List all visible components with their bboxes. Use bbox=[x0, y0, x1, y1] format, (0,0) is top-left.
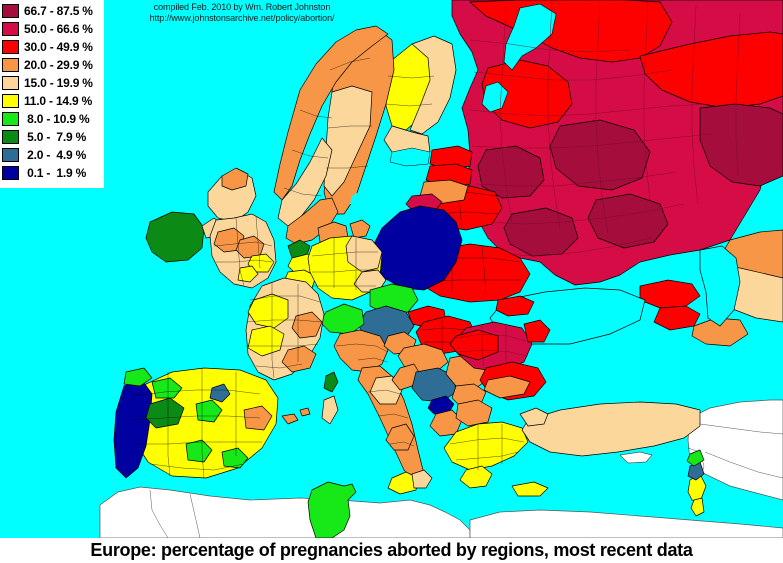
region-spain-andalusia-w[interactable] bbox=[185, 439, 213, 463]
europe-choropleth-svg[interactable]: .ld { stroke:#000; stroke-width:0.7; str… bbox=[0, 0, 783, 538]
region-north-macedonia[interactable] bbox=[455, 399, 493, 427]
region-turkey[interactable] bbox=[521, 401, 701, 457]
region-moldova[interactable] bbox=[523, 319, 551, 343]
white-sea bbox=[503, 3, 557, 71]
map-caption: Europe: percentage of pregnancies aborte… bbox=[90, 540, 693, 560]
legend-swatch-icon bbox=[2, 40, 19, 54]
legend-item-0[interactable]: 66.7 - 87.5 % bbox=[0, 2, 104, 20]
legend-item-label: 20.0 - 29.9 % bbox=[24, 58, 93, 72]
region-spain-andalusia-e[interactable] bbox=[221, 447, 249, 469]
region-england-south[interactable] bbox=[237, 265, 259, 283]
legend-item-label: 5.0 - 7.9 % bbox=[24, 130, 87, 144]
region-sicily-east[interactable] bbox=[411, 469, 433, 489]
region-crimea[interactable] bbox=[495, 295, 535, 317]
region-france-southeast[interactable] bbox=[281, 345, 317, 373]
legend-swatch-icon bbox=[2, 76, 19, 90]
legend-swatch-icon bbox=[2, 130, 19, 144]
legend-item-label: 66.7 - 87.5 % bbox=[24, 4, 93, 18]
region-france-west[interactable] bbox=[247, 293, 289, 329]
region-balearics[interactable] bbox=[281, 413, 299, 425]
region-corsica[interactable] bbox=[323, 371, 339, 393]
region-bosnia[interactable] bbox=[411, 367, 457, 403]
region-bulgaria-south[interactable] bbox=[483, 375, 531, 399]
legend-swatch-icon bbox=[2, 166, 19, 180]
region-greece-peloponnese[interactable] bbox=[459, 465, 493, 489]
region-england-southeast[interactable] bbox=[247, 253, 275, 273]
region-sardinia[interactable] bbox=[321, 395, 339, 425]
region-tunisia[interactable] bbox=[307, 481, 357, 538]
legend-swatch-icon bbox=[2, 112, 19, 126]
caspian-sea bbox=[699, 245, 741, 327]
region-portugal-north[interactable] bbox=[123, 367, 153, 387]
legend-item-7[interactable]: 5.0 - 7.9 % bbox=[0, 128, 104, 146]
legend-item-1[interactable]: 50.0 - 66.6 % bbox=[0, 20, 104, 38]
legend-swatch-icon bbox=[2, 58, 19, 72]
region-ireland[interactable] bbox=[145, 211, 205, 263]
region-menorca[interactable] bbox=[299, 407, 311, 417]
region-russia[interactable] bbox=[451, 0, 783, 286]
legend-item-label: 8.0 - 10.9 % bbox=[24, 112, 90, 126]
region-norway[interactable] bbox=[273, 25, 389, 201]
region-denmark-zealand[interactable] bbox=[349, 219, 371, 239]
legend-swatch-icon bbox=[2, 94, 19, 108]
caption-bar: Europe: percentage of pregnancies aborte… bbox=[0, 538, 783, 563]
region-libya-egypt[interactable] bbox=[469, 509, 783, 538]
legend-item-8[interactable]: 2.0 - 4.9 % bbox=[0, 146, 104, 164]
region-france-southwest[interactable] bbox=[247, 325, 285, 357]
legend-item-2[interactable]: 30.0 - 49.9 % bbox=[0, 38, 104, 56]
legend-item-label: 2.0 - 4.9 % bbox=[24, 148, 87, 162]
region-israel-north[interactable] bbox=[686, 449, 705, 467]
map-canvas[interactable]: .ld { stroke:#000; stroke-width:0.7; str… bbox=[0, 0, 783, 538]
region-czech-republic[interactable] bbox=[369, 283, 419, 315]
region-scotland-highland[interactable] bbox=[221, 167, 249, 191]
legend-swatch-icon bbox=[2, 4, 19, 18]
legend-swatch-icon bbox=[2, 148, 19, 162]
region-turkey-thrace[interactable] bbox=[519, 407, 549, 427]
legend-item-3[interactable]: 20.0 - 29.9 % bbox=[0, 56, 104, 74]
legend-item-9[interactable]: 0.1 - 1.9 % bbox=[0, 164, 104, 182]
legend-item-label: 11.0 - 14.9 % bbox=[24, 94, 93, 108]
region-portugal[interactable] bbox=[113, 379, 153, 479]
region-spain-northwest[interactable] bbox=[151, 377, 183, 399]
region-israel-negev[interactable] bbox=[690, 497, 705, 517]
legend-swatch-icon bbox=[2, 22, 19, 36]
legend-item-label: 50.0 - 66.6 % bbox=[24, 22, 93, 36]
legend-item-label: 15.0 - 19.9 % bbox=[24, 76, 93, 90]
region-spain-basque[interactable] bbox=[209, 383, 231, 403]
legend-item-4[interactable]: 15.0 - 19.9 % bbox=[0, 74, 104, 92]
map-legend[interactable]: 66.7 - 87.5 % 50.0 - 66.6 % 30.0 - 49.9 … bbox=[0, 0, 104, 188]
region-romania-west[interactable] bbox=[449, 329, 499, 361]
region-greece[interactable] bbox=[443, 421, 529, 471]
gulf-of-finland bbox=[389, 147, 431, 167]
legend-item-5[interactable]: 11.0 - 14.9 % bbox=[0, 92, 104, 110]
no-data-regions bbox=[99, 399, 783, 538]
lake-vanern bbox=[350, 190, 368, 206]
region-cyprus[interactable] bbox=[619, 451, 653, 464]
region-norway-south[interactable] bbox=[277, 137, 333, 227]
legend-item-label: 0.1 - 1.9 % bbox=[24, 166, 87, 180]
region-netherlands-north[interactable] bbox=[287, 239, 311, 259]
region-france-east[interactable] bbox=[291, 311, 323, 339]
region-estonia[interactable] bbox=[429, 145, 473, 171]
region-norway-southeast[interactable] bbox=[285, 197, 339, 245]
region-crete[interactable] bbox=[511, 481, 549, 497]
legend-item-label: 30.0 - 49.9 % bbox=[24, 40, 93, 54]
legend-item-6[interactable]: 8.0 - 10.9 % bbox=[0, 110, 104, 128]
region-sweden-west[interactable] bbox=[323, 85, 373, 197]
region-sicily[interactable] bbox=[387, 471, 419, 495]
